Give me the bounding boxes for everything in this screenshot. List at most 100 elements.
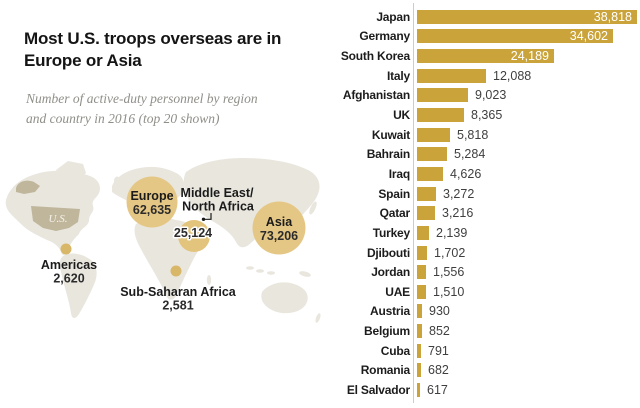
country-label: Jordan [371,265,410,280]
country-label: Iraq [388,166,410,181]
bar [417,108,464,123]
region-bubble-asia [252,201,306,255]
region-bubble-europe [126,176,178,228]
bar-row: Cuba 791 [320,341,638,361]
landmass-south-america [59,253,97,318]
subtitle-line-1: Number of active-duty personnel by regio… [26,91,258,106]
bar-track: 4,626 [417,166,638,181]
region-value-asia: 73,206 [260,229,298,243]
bar [417,68,486,83]
bar-row: Qatar 3,216 [320,203,638,223]
bar [417,284,426,299]
bar-value: 682 [428,363,449,378]
bar-value: 617 [427,382,448,397]
bar-row: South Korea 24,189 [320,46,638,66]
bar-track: 852 [417,324,638,339]
region-name-mena-line2: North Africa [182,200,255,214]
bar-row: El Salvador 617 [320,380,638,400]
bar-value: 5,818 [457,127,489,142]
island-madagascar [206,275,212,285]
bar-value: 9,023 [475,88,507,103]
bar-track: 617 [417,382,638,397]
bar-row: Turkey 2,139 [320,223,638,243]
country-label: Afghanistan [342,88,410,103]
us-mainland [31,206,80,231]
bar-track: 1,702 [417,245,638,260]
bar-value: 852 [429,324,450,339]
bar [417,343,421,358]
page-title: Most U.S. troops overseas are in Europe … [24,28,281,73]
bar [417,166,443,181]
country-label: Belgium [364,324,410,339]
bar-track: 2,139 [417,225,638,240]
region-bubble-sub-saharan-africa [170,265,182,277]
bar [417,127,450,142]
bar-row: Romania 682 [320,361,638,381]
bar-track: 5,818 [417,127,638,142]
bar-track: 930 [417,304,638,319]
island-new-guinea [299,271,311,277]
country-label: Austria [370,304,410,319]
bar-track: 12,088 [417,68,638,83]
bar [417,88,468,103]
bar-chart: Japan 38,818 Germany 34,602 South Korea 24,18… [320,3,638,405]
bar-row: UAE 1,510 [320,282,638,302]
region-name-europe: Europe [130,189,173,203]
bar-row: Djibouti 1,702 [320,243,638,263]
bar-value: 2,139 [436,225,468,240]
country-label: South Korea [340,49,410,64]
country-label: Turkey [372,225,410,240]
bar-row: Italy 12,088 [320,66,638,86]
title-line-2: Europe or Asia [24,51,142,71]
bar: 24,189 [417,49,554,64]
bar-value: 34,602 [569,29,608,44]
bar-row: Iraq 4,626 [320,164,638,184]
region-bubble-mena [178,220,210,252]
region-name-asia: Asia [266,215,293,229]
page-subtitle: Number of active-duty personnel by regio… [26,89,258,128]
bar-rows: Japan 38,818 Germany 34,602 South Korea 24,18… [320,7,638,400]
y-axis-line [413,3,414,403]
bar-value: 12,088 [493,68,532,83]
us-alaska [16,180,40,194]
bar-track: 9,023 [417,88,638,103]
bar-value: 3,216 [442,206,474,221]
bar-value: 4,626 [450,166,482,181]
title-line-1: Most U.S. troops overseas are in [24,29,282,48]
bar-track: 5,284 [417,147,638,162]
bar-value: 1,510 [433,284,465,299]
bar-row: Afghanistan 9,023 [320,86,638,106]
country-label: Cuba [380,343,410,358]
country-label: El Salvador [346,382,410,397]
country-label: Qatar [379,206,411,221]
country-label: UK [393,108,410,123]
country-label: Romania [360,363,410,378]
country-label: Bahrain [366,147,410,162]
bar-row: Kuwait 5,818 [320,125,638,145]
bar [417,186,436,201]
bar-track: 791 [417,343,638,358]
country-label: Kuwait [371,127,410,142]
country-label: Japan [376,9,410,24]
island-new-zealand [315,313,321,323]
bar [417,304,422,319]
bar [417,147,447,162]
us-highlight [16,180,80,231]
region-value-europe: 62,635 [133,203,171,217]
country-label: Djibouti [366,245,410,260]
world-map: U.S. Europe 62,635 Asia 73,206 Middle Ea… [5,158,321,323]
bar-track: 3,272 [417,186,638,201]
bar-value: 38,818 [593,9,632,24]
bar-value: 791 [428,343,449,358]
island-indonesia-1 [246,266,254,270]
region-value-mena: 25,124 [174,226,212,240]
island-indonesia-3 [267,271,275,275]
bar-track: 682 [417,363,638,378]
bar-value: 930 [429,304,450,319]
bar-row: Bahrain 5,284 [320,144,638,164]
country-label: Germany [359,29,410,44]
subtitle-line-2: and country in 2016 (top 20 shown) [26,110,220,126]
bar-row: Austria 930 [320,302,638,322]
region-value-americas: 2,620 [53,272,84,286]
